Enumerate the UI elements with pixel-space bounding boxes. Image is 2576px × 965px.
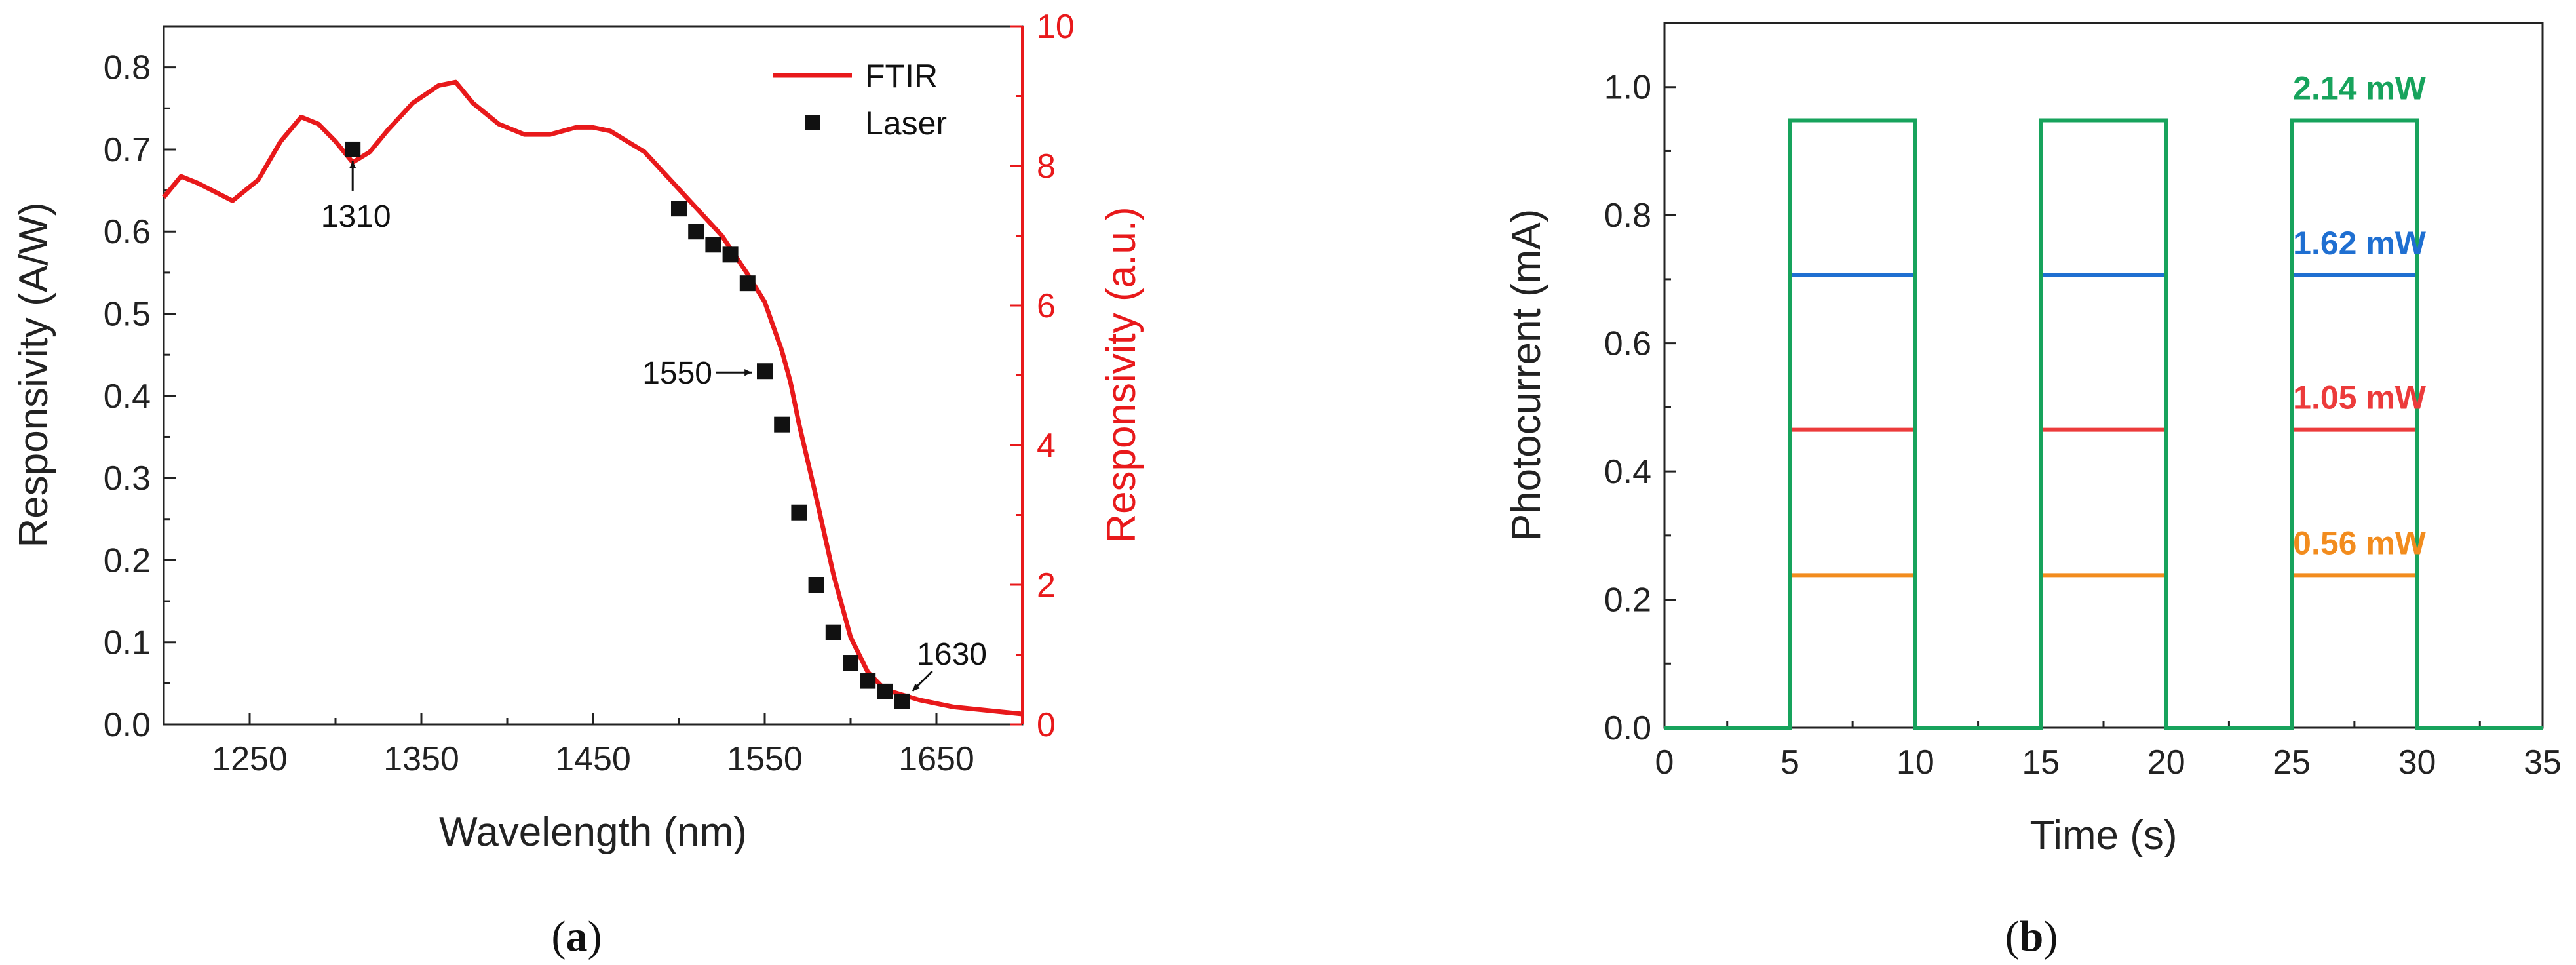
- panel-a-x-tick-label: 1650: [898, 740, 974, 778]
- laser-point: [808, 577, 824, 593]
- legend-laser-label: Laser: [865, 105, 947, 142]
- panel-a-caption: (a): [552, 913, 602, 960]
- panel-a-y-tick-label-left: 0.7: [104, 131, 151, 169]
- panel-b-x-tick-label: 0: [1655, 743, 1674, 781]
- panel-a-legend: FTIR Laser: [773, 58, 947, 142]
- laser-point: [843, 655, 858, 671]
- laser-point: [739, 275, 756, 292]
- panel-a-y-tick-label-left: 0.6: [104, 213, 151, 251]
- panel-a-y-tick-label-right: 6: [1037, 287, 1056, 325]
- panel-b-x-tick-label: 30: [2398, 743, 2436, 781]
- panel-a-x-axis-title: Wavelength (nm): [439, 810, 747, 855]
- laser-point: [860, 673, 876, 689]
- laser-point: [894, 693, 910, 709]
- panel-a-y-tick-label-left: 0.4: [104, 378, 151, 416]
- panel-b-y-tick-label: 0.4: [1604, 453, 1651, 491]
- annotation-arrow-head: [349, 161, 356, 168]
- power-label: 1.05 mW: [2293, 380, 2427, 416]
- panel-b-x-axis-title: Time (s): [2030, 813, 2178, 858]
- panel-b-y-tick-label: 1.0: [1604, 69, 1651, 107]
- panel-a-ftir-series: [162, 79, 1023, 717]
- panel-a-y-tick-label-right: 2: [1037, 566, 1056, 604]
- photocurrent-trace: [1664, 427, 2543, 730]
- panel-b-y-tick-label: 0.0: [1604, 709, 1651, 747]
- panel-a-x-tick-label: 1250: [212, 740, 288, 778]
- panel-a-y-tick-label-left: 0.2: [104, 542, 151, 580]
- panel-b-y-axis-title: Photocurrent (mA): [1504, 209, 1549, 542]
- panel-a-y-tick-label-left: 0.8: [104, 49, 151, 87]
- photocurrent-trace: [1664, 118, 2543, 730]
- laser-point: [825, 624, 841, 640]
- panel-a-y-tick-label-left: 0.5: [104, 296, 151, 334]
- laser-point: [345, 141, 361, 157]
- laser-point: [705, 237, 721, 253]
- panel-b-y-tick-label: 0.8: [1604, 197, 1651, 235]
- annotation-label: 1310: [321, 199, 391, 234]
- panel-b-x-tick-label: 25: [2273, 743, 2311, 781]
- panel-a-y-axis-title-right: Responsivity (a.u.): [1099, 207, 1144, 543]
- panel-a-y-tick-label-right: 8: [1037, 148, 1056, 186]
- panel-b-x-tick-label: 20: [2147, 743, 2185, 781]
- panel-b-power-labels: 0.56 mW 1.05 mW 1.62 mW 2.14 mW: [2293, 70, 2427, 562]
- legend-laser-marker: [805, 115, 820, 130]
- panel-a-y-tick-label-left: 0.0: [104, 706, 151, 744]
- annotation-arrow-head: [912, 683, 920, 691]
- laser-point: [688, 224, 704, 240]
- panel-b-x-tick-label: 10: [1896, 743, 1934, 781]
- panel-a-x-tick-label: 1550: [727, 740, 803, 778]
- annotation-arrow-head: [744, 369, 752, 376]
- annotation-label: 1550: [642, 356, 712, 391]
- power-label: 2.14 mW: [2293, 70, 2427, 107]
- laser-point: [757, 363, 773, 380]
- panel-a-y-tick-label-left: 0.3: [104, 460, 151, 498]
- panel-b-series: [1664, 118, 2543, 730]
- photocurrent-trace: [1664, 273, 2543, 730]
- laser-point: [722, 246, 739, 263]
- ftir-line: [162, 79, 1023, 717]
- panel-a-y-axis-title-left: Responsivity (A/W): [11, 202, 56, 547]
- panel-b-x-tick-label: 35: [2524, 743, 2562, 781]
- panel-b-y-tick-label: 0.2: [1604, 581, 1651, 620]
- power-label: 1.62 mW: [2293, 225, 2427, 262]
- panel-b-plot-frame: [1663, 22, 2544, 729]
- panel-a-laser-series: [345, 141, 910, 709]
- legend-ftir-label: FTIR: [865, 58, 938, 94]
- panel-a-y-tick-label-right: 10: [1037, 8, 1075, 46]
- power-label: 0.56 mW: [2293, 524, 2427, 561]
- panel-b-x-tick-label: 5: [1780, 743, 1799, 781]
- photocurrent-trace: [1664, 573, 2543, 730]
- panel-a-ticks: 1250 1350 1450 1550 1650 0.0 0.1 0.2 0.3 0.4 0.5 0.…: [104, 8, 1075, 778]
- panel-a: 1250 1350 1450 1550 1650 0.0 0.1 0.2 0.3 0.4 0.5 0.…: [11, 8, 1144, 960]
- panel-a-y-tick-label-right: 0: [1037, 706, 1056, 744]
- panel-a-y-tick-label-left: 0.1: [104, 624, 151, 662]
- panel-b-x-tick-label: 15: [2022, 743, 2060, 781]
- panel-b-y-tick-label: 0.6: [1604, 325, 1651, 363]
- laser-point: [671, 201, 687, 217]
- panel-a-x-tick-label: 1450: [555, 740, 631, 778]
- panel-b-ticks: 0 5 10 15 20 25 30 35 0.0 0.2 0.4 0.6 0.8 1.0: [1604, 22, 2562, 781]
- panel-a-annotations: 1310 1550 1630: [321, 161, 987, 692]
- laser-point: [774, 416, 790, 433]
- annotation-label: 1630: [917, 637, 987, 672]
- panel-a-x-tick-label: 1350: [383, 740, 459, 778]
- panel-b: 0 5 10 15 20 25 30 35 0.0 0.2 0.4 0.6 0.8 1.0 0.56 mW…: [1504, 22, 2562, 960]
- panel-b-caption: (b): [2005, 913, 2058, 960]
- panel-a-y-tick-label-right: 4: [1037, 427, 1056, 465]
- laser-point: [877, 683, 893, 699]
- laser-point: [791, 504, 807, 521]
